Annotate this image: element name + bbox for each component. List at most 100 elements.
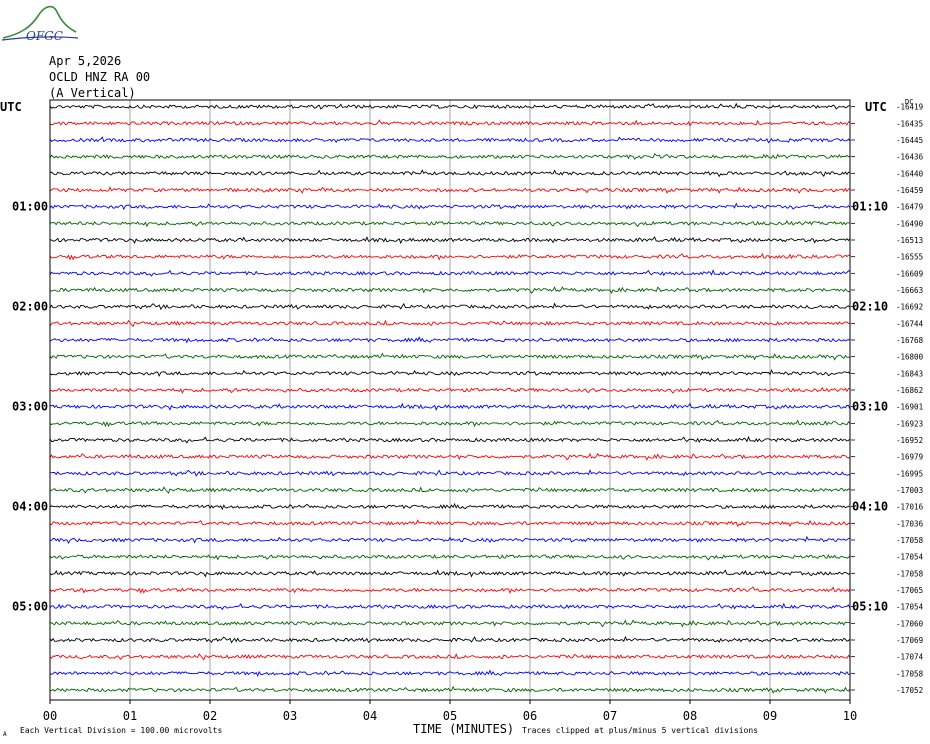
- trace-line: [49, 220, 851, 228]
- dc-offset-label: -17065: [896, 586, 923, 595]
- left-timezone-label: UTC: [0, 100, 22, 114]
- x-tick-label: 06: [523, 709, 537, 723]
- trace-line: [49, 302, 851, 311]
- right-hour-label: 05:10: [852, 600, 888, 614]
- trace-line: [49, 653, 851, 661]
- left-hour-label: 01:00: [12, 200, 48, 214]
- dc-offset-label: -16923: [896, 419, 923, 428]
- trace-line: [49, 419, 851, 428]
- trace-line: [49, 319, 851, 328]
- trace-line: [49, 369, 851, 377]
- left-hour-label: 04:00: [12, 500, 48, 514]
- trace-line: [49, 252, 851, 261]
- dc-offset-label: -17003: [896, 486, 923, 495]
- dc-offset-label: -17016: [896, 503, 924, 512]
- x-tick-label: 04: [363, 709, 377, 723]
- dc-offset-label: -16459: [896, 186, 923, 195]
- dc-offset-label: -16445: [896, 136, 923, 145]
- left-hour-label: 03:00: [12, 400, 48, 414]
- axis-labels: 00 01 02 03 04 05 06 07 08 09 10 -16419 -16435 -16445…: [12, 103, 924, 723]
- x-tick-label: 07: [603, 709, 617, 723]
- dc-offset-label: -16436: [896, 153, 924, 162]
- dc-offset-label: -16768: [896, 336, 924, 345]
- dc-offset-label: -16555: [896, 253, 923, 262]
- station-channel: OCLD HNZ RA 00: [49, 70, 151, 84]
- seismic-traces: [49, 102, 851, 694]
- component-label: (A Vertical): [49, 86, 136, 100]
- dc-offset-label: -17074: [896, 653, 924, 662]
- trace-line: [49, 202, 851, 211]
- trace-line: [49, 554, 851, 561]
- dc-offset-label: -17052: [896, 686, 923, 695]
- right-timezone-label: UTC: [865, 100, 887, 114]
- trace-line: [49, 569, 851, 578]
- chart-date: Apr 5,2026: [49, 54, 122, 68]
- left-hour-label: 05:00: [12, 600, 48, 614]
- dc-offset-label: -17054: [896, 553, 924, 562]
- trace-line: [49, 486, 851, 494]
- trace-line: [49, 286, 850, 295]
- dc-offset-label: -17069: [896, 636, 923, 645]
- trace-line: [49, 519, 851, 528]
- trace-line: [49, 469, 851, 477]
- trace-line: [49, 502, 851, 511]
- trace-line: [49, 619, 851, 628]
- dc-offset-label: -16901: [896, 403, 923, 412]
- dc-offset-label: -16995: [896, 469, 923, 478]
- x-axis-label: TIME (MINUTES): [413, 722, 514, 736]
- dc-offset-label: -16692: [896, 303, 923, 312]
- dc-offset-label: -16979: [896, 453, 923, 462]
- dc-offset-label: -17058: [896, 669, 924, 678]
- dc-offset-label: -17060: [896, 619, 924, 628]
- plot-frame: [49, 99, 851, 701]
- right-hour-label: 04:10: [852, 500, 888, 514]
- trace-line: [49, 102, 851, 110]
- x-tick-label: 00: [43, 709, 57, 723]
- x-tick-label: 01: [123, 709, 137, 723]
- x-tick-label: 02: [203, 709, 217, 723]
- trace-line: [49, 452, 851, 461]
- dc-offset-label: -16419: [896, 103, 923, 112]
- trace-line: [49, 235, 851, 245]
- dc-offset-label: -16862: [896, 386, 923, 395]
- dc-offset-label: -17036: [896, 519, 924, 528]
- logo-mountain-icon: [2, 5, 77, 39]
- right-hour-label: 03:10: [852, 400, 888, 414]
- trace-line: [49, 269, 851, 277]
- trace-line: [49, 669, 851, 677]
- ofgc-logo: OFGC: [1, 5, 79, 43]
- dc-offset-label: -16744: [896, 319, 924, 328]
- x-tick-label: 09: [763, 709, 777, 723]
- trace-line: [49, 352, 851, 361]
- dc-offset-label: -17058: [896, 569, 924, 578]
- trace-line: [49, 186, 851, 194]
- scale-note: Each Vertical Division = 100.00 microvol…: [20, 726, 222, 735]
- dc-offset-label: -16952: [896, 436, 923, 445]
- dc-offset-label: -17054: [896, 603, 924, 612]
- dc-offset-label: -17058: [896, 536, 924, 545]
- clip-note: Traces clipped at plus/minus 5 vertical …: [522, 726, 758, 735]
- x-tick-label: 05: [443, 709, 457, 723]
- trace-line: [49, 602, 851, 611]
- logo-text: OFGC: [26, 29, 63, 43]
- trace-line: [49, 402, 851, 411]
- dc-offset-label: -16609: [896, 269, 923, 278]
- dc-offset-label: -16800: [896, 353, 924, 362]
- plot-grid: [129, 100, 771, 700]
- trace-line: [49, 635, 851, 644]
- footer-mark: A: [3, 731, 7, 738]
- trace-line: [49, 136, 851, 144]
- x-tick-label: 03: [283, 709, 297, 723]
- x-tick-label: 08: [683, 709, 697, 723]
- dc-offset-label: -16440: [896, 169, 924, 178]
- trace-line: [49, 685, 851, 694]
- left-hour-label: 02:00: [12, 300, 48, 314]
- dc-offset-label: -16490: [896, 219, 924, 228]
- x-tick-label: 10: [843, 709, 857, 723]
- logo-swoosh-icon: [1, 36, 79, 41]
- dc-offset-label: -16435: [896, 119, 923, 128]
- trace-line: [49, 336, 851, 344]
- dc-offset-label: -16663: [896, 286, 923, 295]
- dc-label: DC: [905, 98, 913, 106]
